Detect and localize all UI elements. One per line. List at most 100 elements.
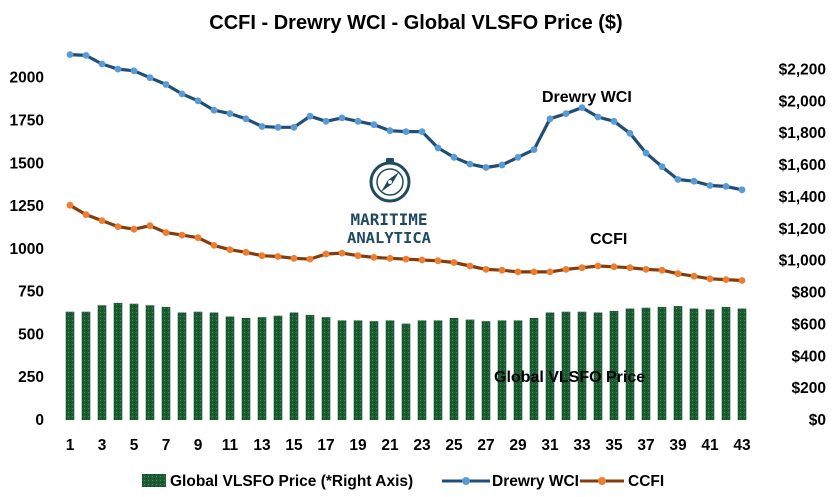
drewry-point	[658, 163, 666, 171]
drewry-point	[402, 128, 410, 136]
x-axis: 1 3 5 7 9 11 13 15 17 19 21 23 25 27 29 31 33 35 37 39 41 43	[66, 437, 751, 454]
ccfi-point	[178, 231, 186, 239]
drewry-point	[274, 123, 282, 131]
logo-line2: ANALYTICA	[347, 229, 432, 247]
vlsfo-bar	[481, 321, 491, 420]
x-tick-label: 39	[669, 437, 687, 454]
ccfi-point	[418, 256, 426, 264]
ccfi-point	[386, 254, 394, 262]
drewry-point	[130, 67, 138, 75]
right-tick-label: $1,000	[779, 253, 826, 270]
drewry-point	[562, 110, 570, 117]
right-tick-label: $1,400	[779, 189, 826, 206]
vlsfo-bar	[145, 305, 155, 420]
ccfi-point	[130, 225, 138, 233]
drewry-point	[466, 160, 474, 168]
drewry-point	[530, 146, 538, 154]
vlsfo-bar	[609, 310, 619, 420]
ccfi-point	[674, 270, 682, 278]
vlsfo-bar	[337, 320, 347, 420]
vlsfo-bar	[193, 311, 203, 420]
vlsfo-bar	[289, 312, 299, 420]
vlsfo-bar	[209, 312, 219, 420]
x-tick-label: 5	[130, 437, 139, 454]
vlsfo-bar	[561, 311, 571, 420]
drewry-point	[642, 149, 650, 157]
right-tick-label: $800	[792, 285, 826, 302]
drewry-point	[322, 117, 330, 125]
x-tick-label: 3	[98, 437, 107, 454]
ccfi-point	[530, 268, 538, 276]
ccfi-point	[706, 275, 714, 283]
drewry-point	[690, 177, 698, 185]
vlsfo-bar	[673, 306, 683, 420]
drewry-point	[722, 183, 730, 190]
vlsfo-bar	[449, 318, 459, 420]
legend-item-ccfi: CCFI	[580, 473, 664, 490]
ccfi-point	[402, 255, 410, 263]
x-tick-label: 13	[253, 437, 271, 454]
legend-item-drewry: Drewry WCI	[442, 473, 579, 490]
left-tick-label: 0	[35, 412, 44, 429]
right-tick-label: $600	[792, 316, 826, 333]
vlsfo-bar	[129, 303, 139, 420]
vlsfo-bar	[257, 317, 267, 420]
x-tick-label: 23	[413, 437, 431, 454]
drewry-point	[338, 114, 346, 122]
legend-swatch-vlsfo	[142, 474, 166, 487]
compass-icon	[369, 158, 411, 203]
x-tick-label: 15	[285, 437, 303, 454]
left-tick-label: 1000	[10, 241, 44, 258]
ccfi-series	[66, 201, 746, 284]
x-tick-label: 21	[381, 437, 399, 454]
vlsfo-bar	[577, 311, 587, 420]
ccfi-point	[290, 254, 298, 262]
ccfi-point	[738, 277, 746, 284]
right-tick-label: $2,200	[779, 62, 826, 79]
ccfi-point	[434, 257, 442, 265]
vlsfo-bar	[465, 319, 475, 420]
x-tick-label: 43	[733, 437, 751, 454]
vlsfo-bar	[305, 314, 315, 420]
left-tick-label: 1750	[10, 113, 44, 130]
drewry-point	[98, 60, 106, 68]
x-tick-label: 29	[509, 437, 527, 454]
vlsfo-bar	[593, 312, 603, 420]
left-tick-label: 1250	[10, 198, 44, 215]
drewry-point	[594, 113, 602, 121]
ccfi-point	[82, 211, 90, 219]
right-tick-label: $1,800	[779, 125, 826, 142]
drewry-point	[242, 115, 250, 123]
vlsfo-annotation: Global VLSFO Price	[494, 369, 645, 386]
ccfi-point	[578, 264, 586, 272]
drewry-point	[498, 161, 506, 169]
drewry-point	[114, 65, 122, 73]
vlsfo-bar	[497, 320, 507, 420]
vlsfo-bar	[705, 309, 715, 420]
legend-label-drewry: Drewry WCI	[492, 473, 579, 490]
drewry-point	[146, 74, 154, 82]
drewry-point	[290, 123, 298, 131]
vlsfo-bar	[433, 320, 443, 420]
drewry-point	[258, 123, 266, 130]
drewry-point	[626, 129, 634, 137]
drewry-point	[66, 51, 74, 58]
x-tick-label: 7	[162, 437, 171, 454]
vlsfo-bar	[417, 320, 427, 420]
right-axis: $0 $200 $400 $600 $800 $1,000 $1,200 $1,400 $1,6…	[779, 62, 826, 430]
ccfi-point	[242, 248, 250, 256]
x-tick-label: 41	[701, 437, 719, 454]
legend-label-ccfi: CCFI	[628, 473, 664, 490]
vlsfo-bar	[369, 321, 379, 420]
right-tick-label: $200	[792, 380, 826, 397]
ccfi-point	[354, 252, 362, 260]
vlsfo-bar	[737, 308, 747, 420]
drewry-point	[418, 128, 426, 136]
vlsfo-bar	[225, 316, 235, 420]
vlsfo-bar	[65, 311, 75, 420]
vlsfo-bar	[161, 306, 171, 420]
ccfi-point	[146, 222, 154, 230]
drewry-point	[578, 104, 586, 111]
drewry-point	[434, 144, 442, 152]
